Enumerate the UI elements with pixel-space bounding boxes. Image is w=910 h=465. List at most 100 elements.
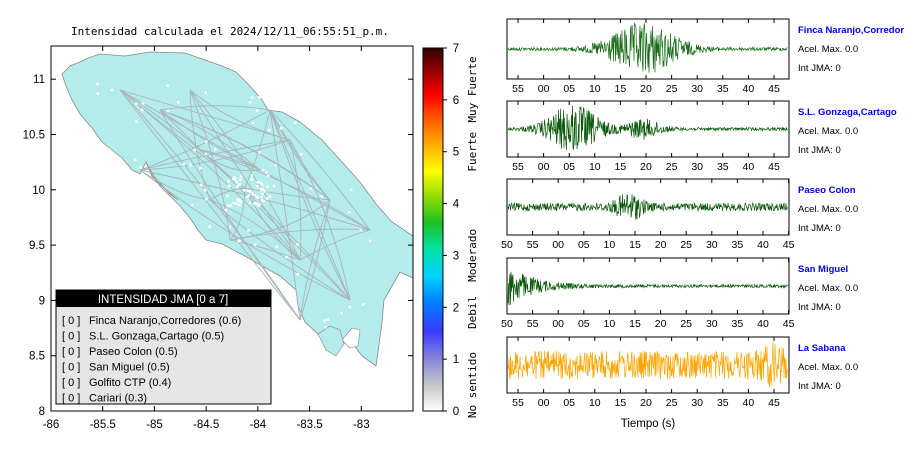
road <box>139 109 271 171</box>
city-point <box>320 195 324 198</box>
trace-tick-label: 15 <box>629 318 641 330</box>
city-point <box>177 101 180 104</box>
city-point <box>272 184 276 188</box>
trace-tick-label: 35 <box>732 239 744 251</box>
trace-tick-label: 25 <box>666 161 678 173</box>
city-point <box>261 192 264 196</box>
trace-tick-label: 20 <box>640 161 652 173</box>
road <box>119 89 301 321</box>
trace-tick-label: 50 <box>501 318 513 330</box>
y-tick-label: 9.5 <box>29 240 45 252</box>
trace-tick-label: 00 <box>552 318 564 330</box>
trace-tick-label: 50 <box>501 239 513 251</box>
city-point <box>250 178 254 181</box>
road <box>269 109 351 301</box>
city-point <box>255 109 259 112</box>
city-point <box>368 239 372 243</box>
city-point <box>239 178 242 182</box>
road <box>269 109 351 301</box>
city-point <box>133 158 137 162</box>
city-point <box>193 148 197 152</box>
trace-tick-label: 00 <box>538 83 550 95</box>
city-point <box>234 178 237 182</box>
city-point <box>248 101 252 104</box>
city-point <box>253 193 257 197</box>
legend-item-label: S.L. Gonzaga,Cartago (0.5) <box>89 331 224 343</box>
city-point <box>253 202 256 205</box>
city-point <box>236 198 239 201</box>
trace-tick-label: 25 <box>680 239 692 251</box>
trace-tick-label: 00 <box>538 161 550 173</box>
colorbar-tick-label: 4 <box>453 199 460 211</box>
chart-title: Intensidad calculada el 2024/12/11_06:55… <box>71 25 389 38</box>
city-point <box>251 121 255 125</box>
city-point <box>199 166 202 170</box>
osa-peninsula <box>317 325 345 357</box>
station-name: La Sabana <box>798 343 846 354</box>
city-point <box>237 239 240 243</box>
trace-waveform <box>507 194 788 220</box>
trace-tick-label: 20 <box>640 397 652 409</box>
trace-tick-label: 30 <box>691 83 703 95</box>
station-name: Finca Naranjo,Corredor <box>798 25 904 36</box>
city-point <box>265 197 269 200</box>
trace-tick-label: 25 <box>680 318 692 330</box>
colorbar-tick-label: 0 <box>453 406 459 418</box>
city-point <box>239 200 243 204</box>
city-point <box>251 193 255 197</box>
trace-tick-label: 40 <box>743 161 755 173</box>
city-point <box>233 176 236 179</box>
city-point <box>238 203 241 207</box>
city-point <box>324 325 327 329</box>
city-point <box>191 203 194 207</box>
trace-tick-label: 35 <box>732 318 744 330</box>
road <box>119 89 371 231</box>
city-point <box>248 201 252 205</box>
city-point <box>243 189 246 192</box>
city-point <box>236 185 239 188</box>
x-tick-label: -85 <box>146 419 163 431</box>
trace-tick-label: 05 <box>563 83 575 95</box>
city-point <box>238 183 242 186</box>
trace-tick-label: 25 <box>666 83 678 95</box>
city-point <box>264 171 268 174</box>
road <box>289 139 351 301</box>
trace-tick-label: 40 <box>743 397 755 409</box>
trace-tick-label: 45 <box>768 161 780 173</box>
colorbar-band-label: Moderado <box>466 229 479 282</box>
colorbar: 0 1 2 3 4 5 6 7 No sentido Debil Moderado Fuerte Mu… <box>422 43 479 418</box>
road <box>269 109 371 231</box>
city-point <box>226 204 230 208</box>
x-tick-label: -85.5 <box>90 419 116 431</box>
road <box>209 199 351 301</box>
legend-item-label: Finca Naranjo,Corredores (0.6) <box>89 315 241 327</box>
city-point <box>224 208 228 212</box>
city-point <box>340 311 343 315</box>
colorbar-tick-label: 1 <box>453 354 459 366</box>
colorbar-tick-label: 7 <box>453 43 459 55</box>
trace-tick-label: 55 <box>512 161 524 173</box>
city-point <box>256 180 260 184</box>
city-point <box>204 152 208 156</box>
city-point <box>323 319 326 322</box>
x-tick-label: -84.5 <box>193 419 219 431</box>
road <box>229 239 301 261</box>
city-points <box>96 82 372 337</box>
trace-tick-label: 30 <box>706 239 718 251</box>
city-point <box>275 245 279 248</box>
y-tick-label: 9 <box>39 295 45 307</box>
city-point <box>235 202 238 205</box>
city-point <box>204 140 208 143</box>
city-point <box>134 102 138 106</box>
road <box>189 89 301 261</box>
city-point <box>359 228 363 232</box>
trace-frame <box>506 178 790 236</box>
trace-panel: 50 55 00 05 10 15 20 25 30 35 40 45 Paseo Colon Acel.… <box>501 178 858 251</box>
city-point <box>246 189 250 193</box>
road <box>139 139 291 171</box>
city-point <box>279 127 283 130</box>
trace-tick-label: 20 <box>655 318 667 330</box>
road <box>199 149 261 171</box>
city-point <box>140 108 144 112</box>
